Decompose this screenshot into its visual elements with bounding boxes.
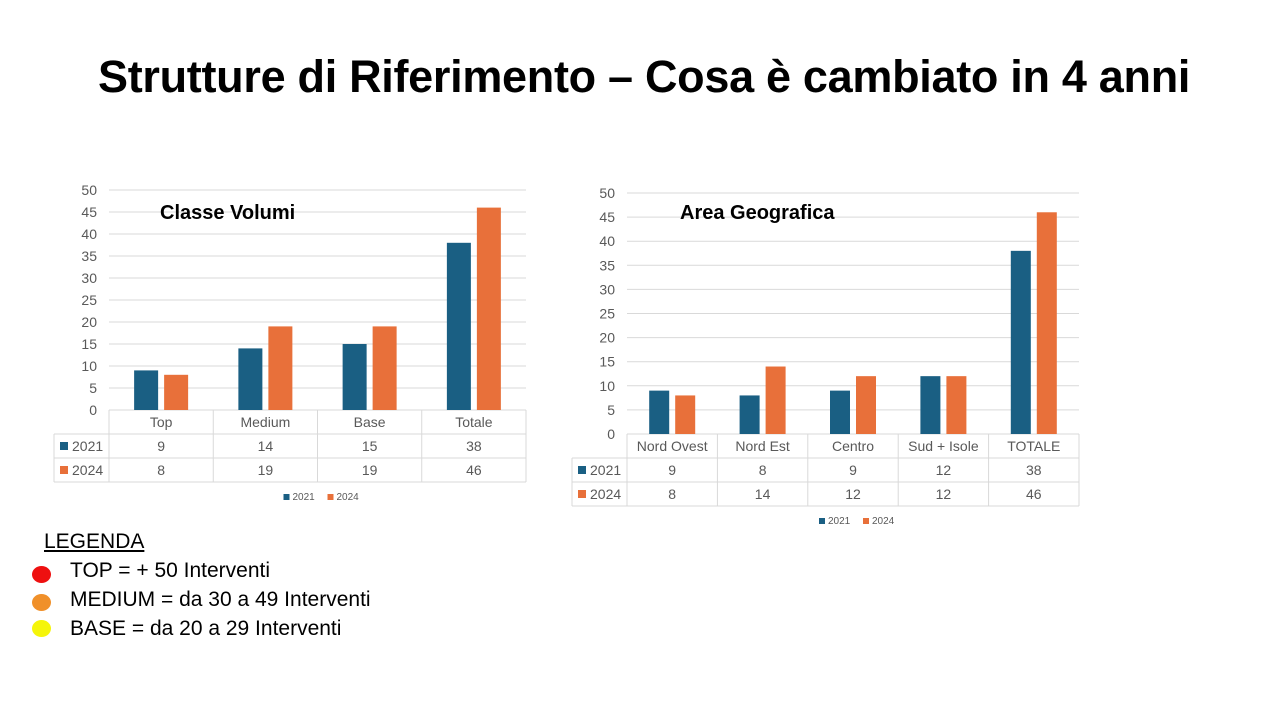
legend-label: 2024 (337, 492, 360, 503)
category-label: Top (150, 414, 173, 430)
bar-2024-medium (268, 326, 293, 410)
y-tick-label: 0 (89, 402, 97, 418)
table-series-label: 2024 (72, 462, 103, 478)
table-value: 9 (849, 462, 857, 478)
bar-2024-centro (856, 376, 876, 434)
y-tick-label: 50 (81, 182, 97, 198)
slide-title: Strutture di Riferimento – Cosa è cambia… (98, 51, 1191, 102)
y-tick-label: 15 (599, 354, 615, 370)
table-value: 8 (668, 486, 676, 502)
legend-item-label: MEDIUM = da 30 a 49 Interventi (70, 588, 371, 611)
y-tick-label: 30 (81, 270, 97, 286)
category-label: Centro (832, 438, 874, 454)
category-label: Base (354, 414, 386, 430)
series-key-2021 (578, 466, 586, 474)
bar-2024-totale (1036, 212, 1057, 434)
bar-2021-totale (1010, 250, 1031, 434)
category-label: Medium (240, 414, 290, 430)
y-tick-label: 5 (607, 402, 615, 418)
y-tick-label: 50 (599, 185, 615, 201)
table-series-label: 2021 (72, 438, 103, 454)
table-value: 19 (362, 462, 378, 478)
table-value: 12 (845, 486, 861, 502)
table-series-label: 2024 (590, 486, 621, 502)
bar-2021-nord-ovest (649, 390, 670, 434)
series-key-2024 (60, 466, 68, 474)
chart-area-geografica: 0 5 10 15 20 25 30 35 40 45 50 Area Geografica Nord … (565, 180, 1090, 540)
y-tick-label: 40 (599, 233, 615, 249)
legend-key-2024 (863, 518, 869, 524)
y-tick-label: 30 (599, 281, 615, 297)
bar-2024-top (164, 374, 189, 410)
chart-title: Classe Volumi (160, 202, 295, 224)
y-tick-label: 25 (81, 292, 97, 308)
series-key-2021 (60, 442, 68, 450)
category-label: Nord Est (735, 438, 790, 454)
category-label: Totale (455, 414, 493, 430)
table-series-label: 2021 (590, 462, 621, 478)
y-tick-label: 20 (599, 330, 615, 346)
red-dot-icon (32, 566, 51, 583)
y-tick-label: 40 (81, 226, 97, 242)
bar-2021-nord-est (739, 395, 760, 434)
legend-label: 2021 (828, 516, 851, 527)
y-tick-label: 20 (81, 314, 97, 330)
table-value: 46 (466, 462, 482, 478)
category-label: Nord Ovest (637, 438, 708, 454)
table-value: 8 (157, 462, 165, 478)
bar-2021-sud-isole (920, 376, 941, 434)
chart-classe-volumi: 0 5 10 15 20 25 30 35 40 45 50 Classe Volumi Top Medi… (40, 178, 540, 518)
bar-2024-sud-isole (946, 376, 967, 434)
y-tick-label: 45 (599, 209, 615, 225)
legend-title: LEGENDA (44, 530, 145, 553)
yellow-dot-icon (32, 620, 51, 637)
legend-label: 2024 (872, 516, 895, 527)
y-tick-label: 15 (81, 336, 97, 352)
legend-label: 2021 (293, 492, 316, 503)
bar-2024-nord-est (765, 366, 786, 434)
table-value: 14 (755, 486, 771, 502)
legend-item-label: TOP = + 50 Interventi (70, 559, 271, 582)
table-value: 12 (936, 486, 952, 502)
y-tick-label: 35 (599, 257, 615, 273)
series-key-2024 (578, 490, 586, 498)
bar-2021-centro (830, 390, 850, 434)
y-tick-label: 0 (607, 426, 615, 442)
bar-2024-base (372, 326, 397, 410)
bar-2024-nord-ovest (675, 395, 696, 434)
y-tick-label: 10 (81, 358, 97, 374)
chart-title: Area Geografica (680, 202, 835, 224)
bar-2024-totale (476, 207, 501, 410)
table-value: 38 (1026, 462, 1042, 478)
table-value: 12 (936, 462, 952, 478)
y-tick-label: 35 (81, 248, 97, 264)
table-value: 8 (759, 462, 767, 478)
table-value: 46 (1026, 486, 1042, 502)
legend-key-2024 (327, 494, 334, 500)
y-tick-label: 10 (599, 378, 615, 394)
bar-2021-base (342, 344, 367, 410)
chart-classe-volumi-svg: 0 5 10 15 20 25 30 35 40 45 50 Classe Volumi Top Medi… (53, 182, 527, 503)
table-value: 9 (668, 462, 676, 478)
category-label: TOTALE (1007, 438, 1060, 454)
y-tick-label: 45 (81, 204, 97, 220)
legend-key-2021 (819, 518, 825, 524)
table-value: 15 (362, 438, 378, 454)
table-value: 38 (466, 438, 482, 454)
table-value: 14 (258, 438, 274, 454)
y-tick-label: 25 (599, 306, 615, 322)
bar-2021-top (134, 370, 159, 410)
table-value: 9 (157, 438, 165, 454)
orange-dot-icon (32, 594, 51, 611)
bar-2021-totale (446, 242, 471, 410)
bar-2021-medium (238, 348, 263, 410)
y-tick-label: 5 (89, 380, 97, 396)
category-label: Sud + Isole (908, 438, 979, 454)
chart-area-geografica-svg: 0 5 10 15 20 25 30 35 40 45 50 Area Geografica Nord … (571, 185, 1080, 527)
table-value: 19 (258, 462, 274, 478)
legend-item-label: BASE = da 20 a 29 Interventi (70, 617, 342, 640)
legend-key-2021 (283, 494, 290, 500)
